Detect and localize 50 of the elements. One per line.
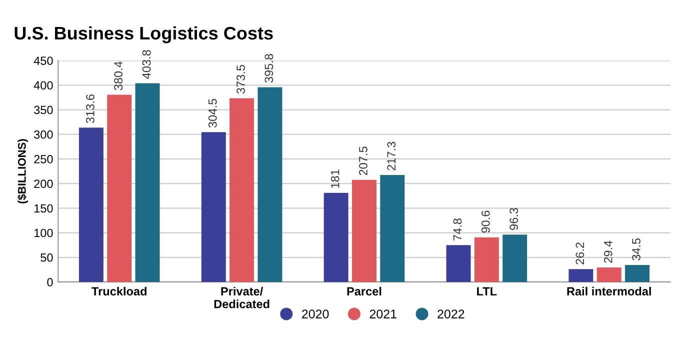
y-tick-label: 0	[47, 278, 53, 286]
chart-title: U.S. Business Logistics Costs	[14, 26, 273, 44]
bar	[230, 98, 254, 282]
y-tick-label: 150	[34, 204, 53, 213]
bar	[380, 175, 405, 282]
y-tick-label: 350	[34, 106, 53, 114]
data-label: 313.6	[86, 94, 94, 124]
y-tick-label: 300	[34, 130, 53, 139]
legend-label: 2022	[438, 310, 464, 318]
x-tick-label: Private/ Dedicated	[214, 286, 270, 308]
y-tick-label: 250	[34, 155, 53, 164]
bar	[625, 265, 650, 282]
bar	[502, 234, 528, 282]
bar	[201, 132, 226, 282]
y-tick-label: 50	[40, 253, 53, 262]
data-label: 29.4	[604, 240, 612, 263]
data-label: 207.5	[359, 146, 368, 176]
y-tick-label: 200	[34, 180, 53, 188]
bar	[474, 237, 499, 282]
y-tick-label: 100	[34, 228, 53, 238]
bar	[352, 180, 376, 282]
bar	[107, 94, 132, 282]
x-tick-label: Truckload	[92, 286, 146, 296]
bar	[446, 245, 471, 282]
data-label: 90.6	[481, 210, 490, 233]
bar	[258, 87, 282, 282]
data-label: 373.5	[236, 64, 245, 94]
data-label: 181	[330, 170, 340, 188]
bar	[568, 269, 594, 282]
x-tick-label: Parcel	[347, 286, 382, 296]
x-tick-label: LTL	[477, 287, 497, 296]
data-label: 380.4	[114, 61, 123, 90]
data-label: 74.8	[453, 218, 462, 240]
x-tick-label: Rail intermodal	[567, 286, 651, 296]
data-label: 26.2	[576, 242, 584, 264]
bar	[596, 268, 622, 282]
y-tick-label: 400	[34, 81, 53, 90]
bar	[324, 192, 348, 282]
y-axis-title: ($BILLIONS)	[17, 139, 28, 204]
y-tick-label: 450	[34, 56, 53, 65]
data-label: 304.5	[208, 98, 217, 128]
bar	[135, 83, 160, 282]
bar	[78, 128, 104, 282]
data-label: 403.8	[142, 50, 151, 79]
legend-label: 2021	[370, 310, 396, 318]
data-label: 34.5	[632, 238, 640, 260]
legend-label: 2020	[302, 310, 329, 318]
data-label: 395.8	[264, 54, 274, 83]
data-label: 217.3	[387, 142, 396, 170]
data-label: 96.3	[510, 208, 518, 230]
